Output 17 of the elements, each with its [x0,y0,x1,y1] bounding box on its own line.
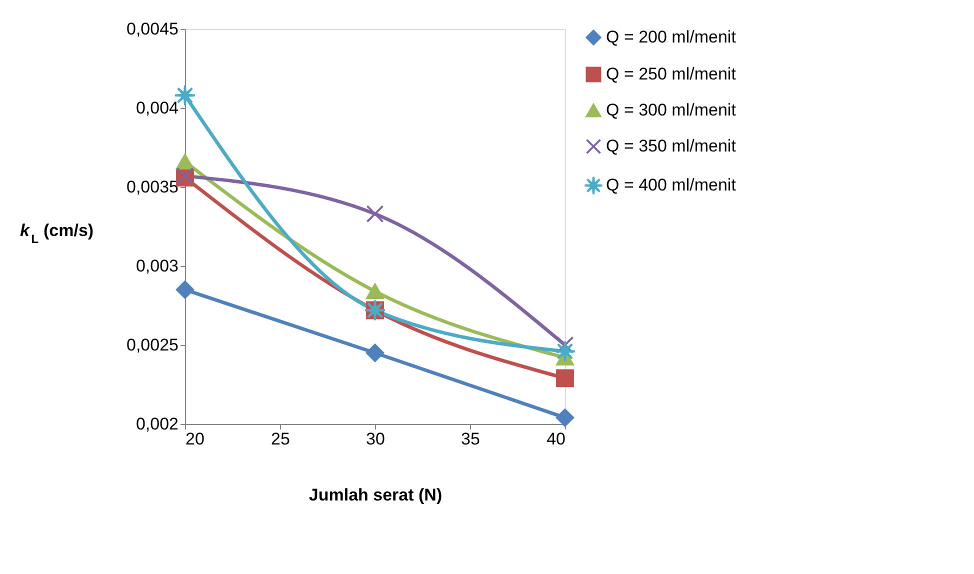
x-tick-label: 20 [186,430,204,448]
y-tick-label: 0,003 [136,256,178,276]
x-tick-label: 25 [271,430,290,448]
y-tick-label: 0,0025 [126,336,178,354]
x-tick-label: 35 [461,430,480,448]
x-axis-title: Jumlah serat (N) [308,486,442,504]
y-tick-label: 0,0035 [126,178,178,196]
y-tick-label: 0,004 [136,98,178,118]
legend-label: Q = 300 ml/menit [606,100,736,120]
legend-label: Q = 350 ml/menit [606,136,736,156]
x-tick-label: 30 [366,430,385,448]
x-tick-label: 40 [546,430,566,448]
legend-label: Q = 250 ml/menit [606,64,736,84]
y-tick-label: 0,002 [136,414,178,434]
legend-label: Q = 200 ml/menit [606,28,736,46]
y-tick-label: 0,0045 [126,20,178,38]
legend-label: Q = 400 ml/menit [606,176,736,194]
